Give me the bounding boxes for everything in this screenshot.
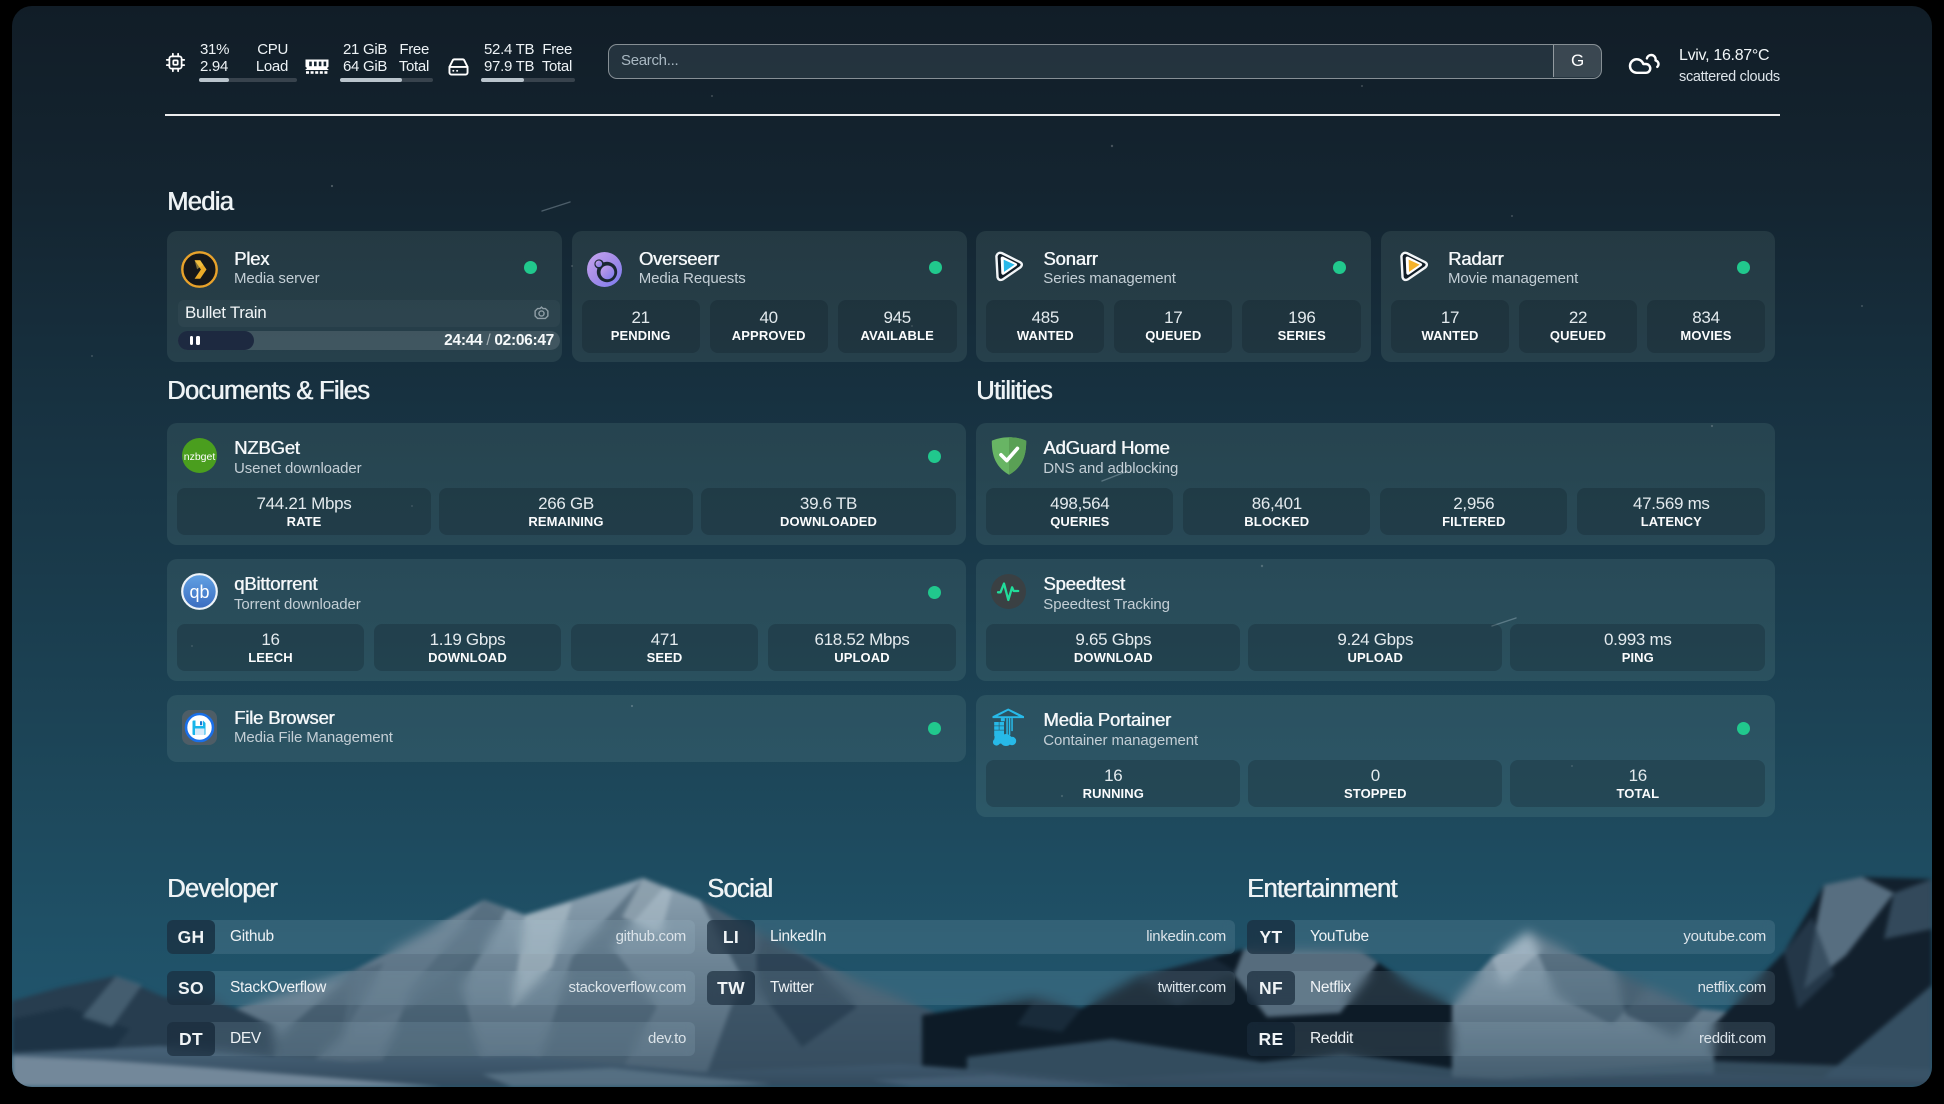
svg-text:nzbget: nzbget [184,451,216,463]
svg-text:qb: qb [189,582,209,602]
